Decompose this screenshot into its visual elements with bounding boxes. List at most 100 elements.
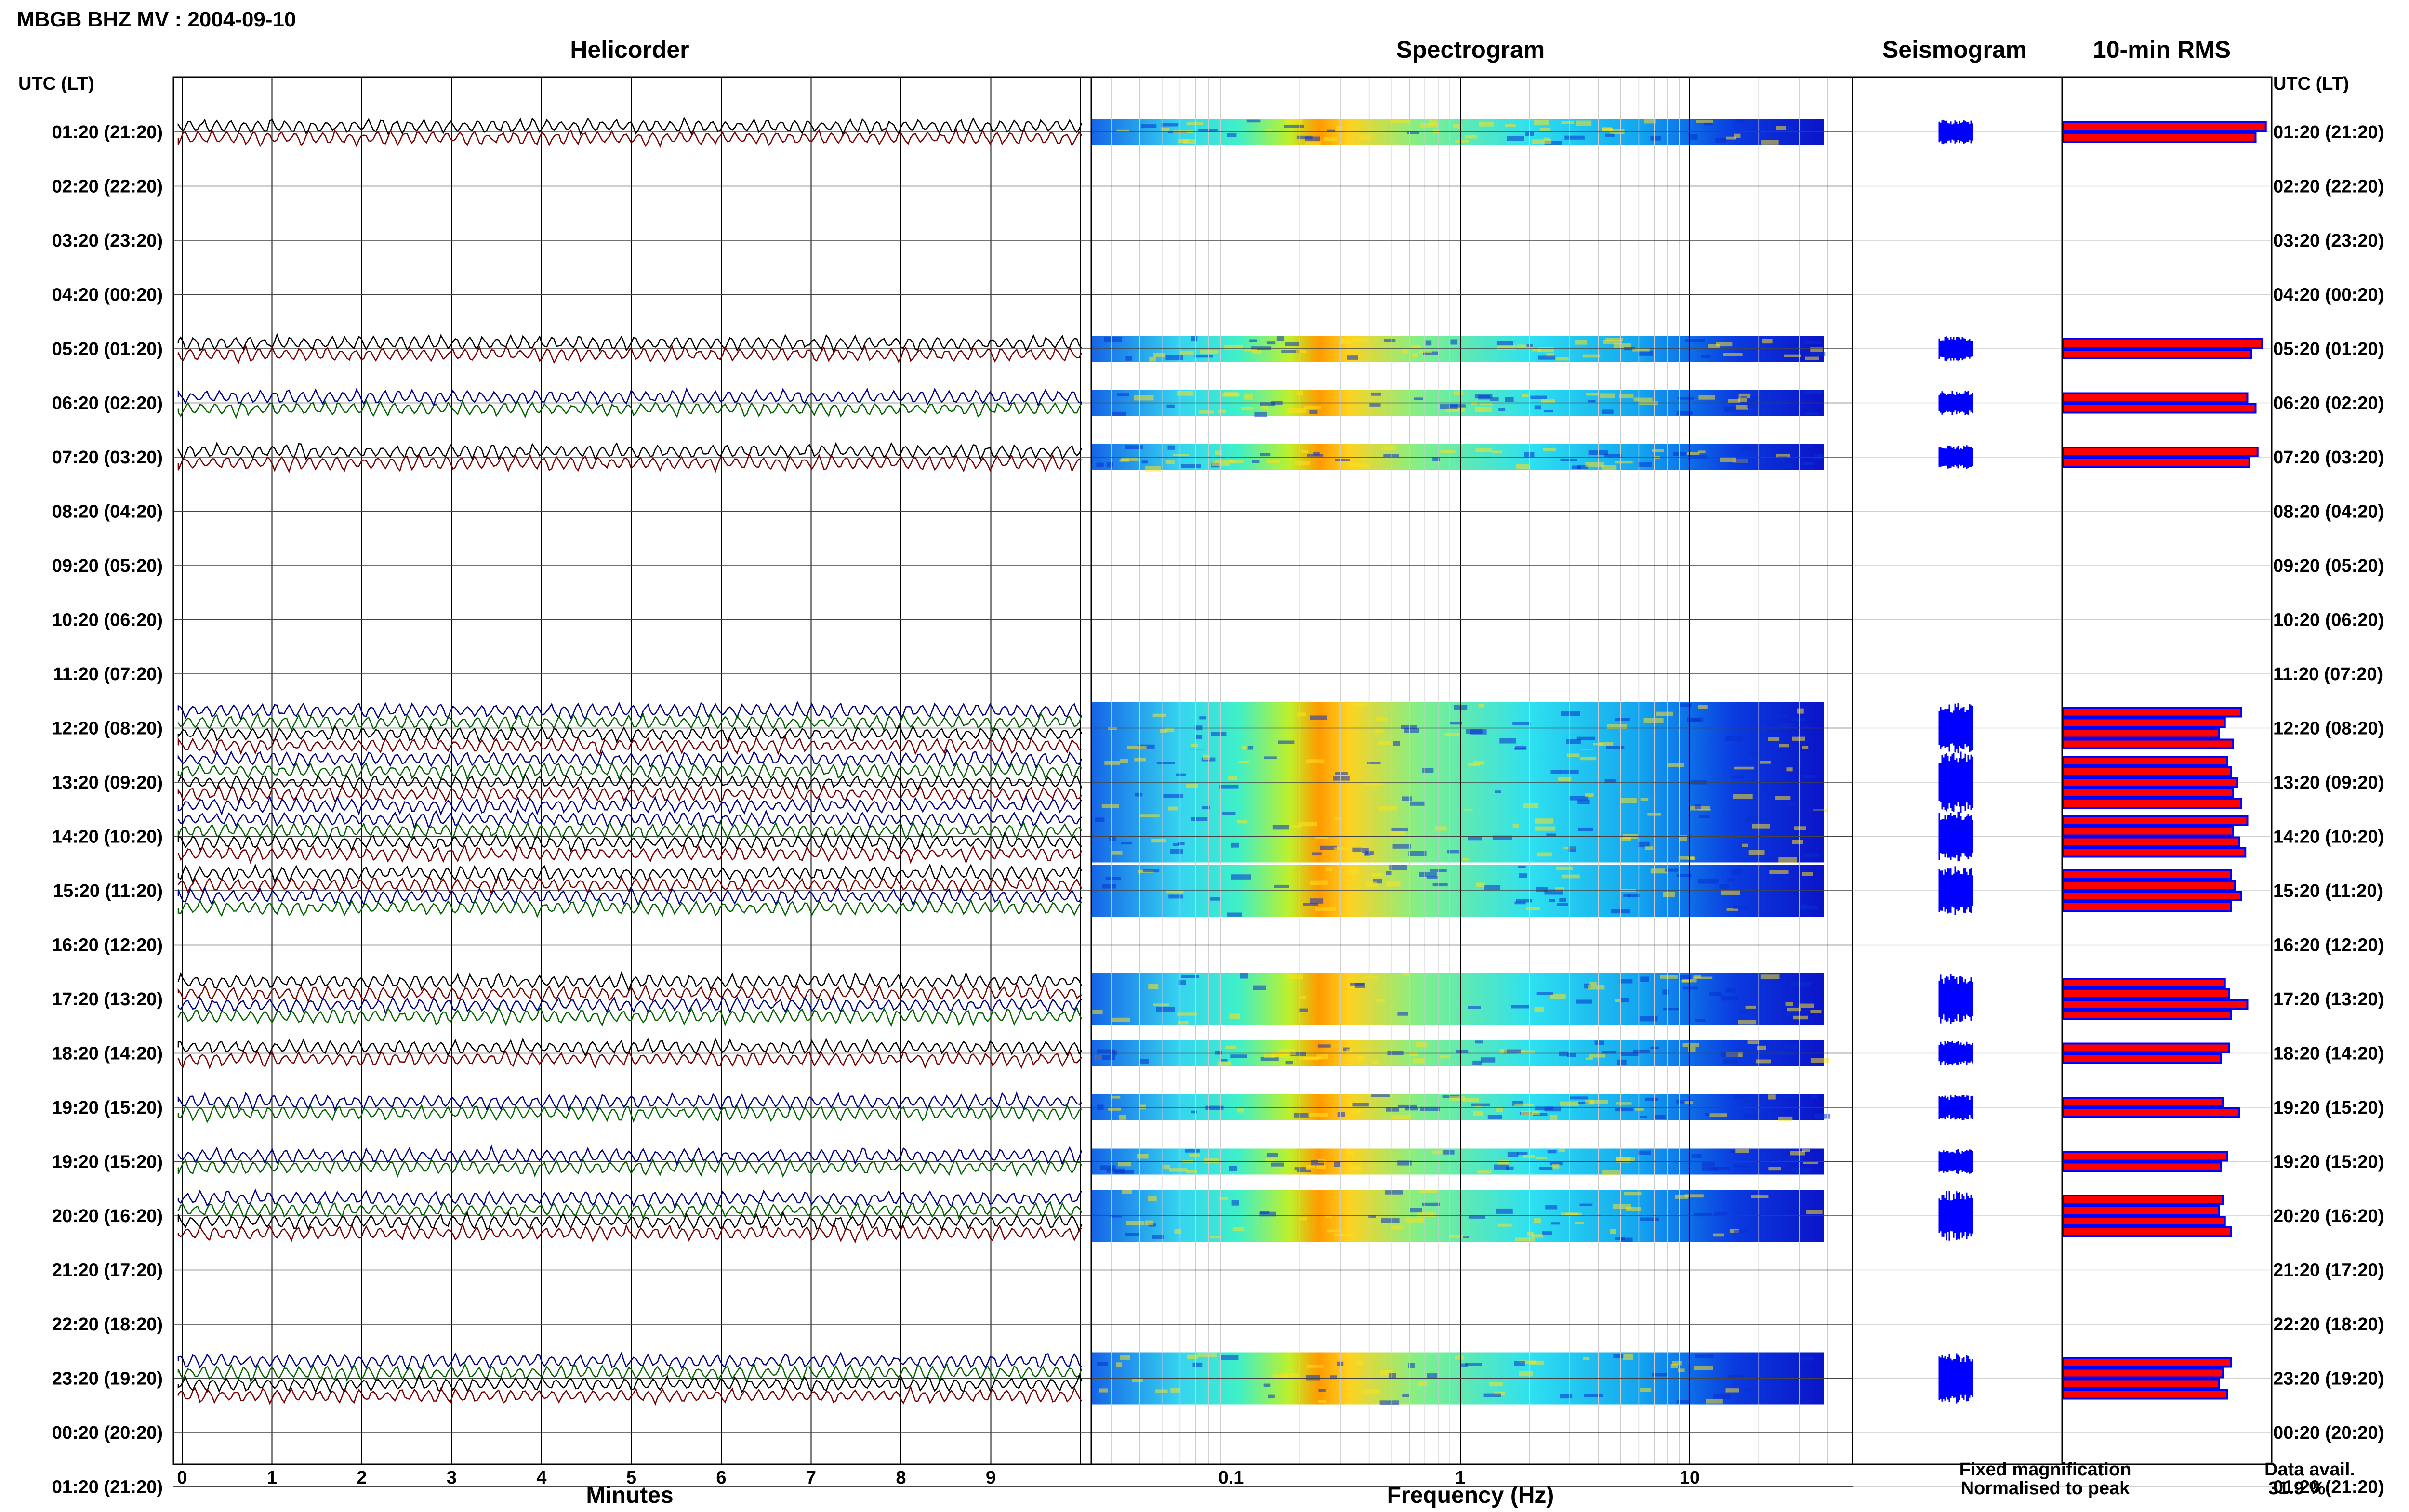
spectrogram-speckle bbox=[1663, 1008, 1679, 1011]
spectrogram-speckle bbox=[1768, 1154, 1782, 1157]
spectrogram-speckle bbox=[1104, 761, 1120, 765]
rms-bar bbox=[2062, 457, 2250, 468]
spectrogram-speckle bbox=[1313, 452, 1320, 456]
spectrogram-speckle bbox=[1378, 741, 1391, 745]
spectrogram-speckle bbox=[1684, 1194, 1704, 1198]
spectrogram-speckle bbox=[1279, 1049, 1295, 1053]
spectrogram-speckle bbox=[1756, 1059, 1771, 1064]
spectrogram-speckle bbox=[1615, 461, 1633, 464]
spectrogram-speckle bbox=[1652, 1373, 1668, 1377]
spectrogram-speckle bbox=[1165, 355, 1183, 360]
spectrogram-speckle bbox=[1178, 980, 1186, 985]
spectrogram-speckle bbox=[1368, 1215, 1376, 1218]
spectrogram-speckle bbox=[1265, 1158, 1276, 1162]
spectrogram-speckle bbox=[1153, 1003, 1169, 1007]
rms-bar bbox=[2062, 738, 2234, 749]
spectrogram-speckle bbox=[1473, 1111, 1483, 1116]
spectrogram-speckle bbox=[1549, 899, 1556, 902]
spectrogram-speckle bbox=[1101, 804, 1119, 808]
spectrogram-speckle bbox=[1776, 126, 1786, 130]
spectrogram-speckle bbox=[1116, 393, 1129, 397]
spectrogram-speckle bbox=[1792, 736, 1805, 741]
spectrogram-speckle bbox=[1388, 1373, 1396, 1379]
rms-bars bbox=[2062, 121, 2267, 1400]
row-label-right: 01:20 (21:20) bbox=[2273, 1477, 2384, 1498]
spectrogram-speckle bbox=[1620, 1052, 1639, 1056]
rms-bar bbox=[2062, 999, 2249, 1010]
spectrogram-speckle bbox=[1805, 412, 1818, 415]
spectrogram-speckle bbox=[1165, 727, 1174, 733]
spectrogram-speckle bbox=[1594, 1040, 1604, 1045]
spectrogram-speckle bbox=[1800, 905, 1818, 910]
spectrogram-speckle bbox=[1526, 907, 1540, 910]
axis-ticks: 0 1 2 3 4 5 6 7 8 9 0.1 1 10 bbox=[177, 1458, 1700, 1488]
spectrogram-speckle bbox=[1197, 1353, 1217, 1357]
minute-tick-label: 6 bbox=[716, 1468, 726, 1488]
spectrogram-speckle bbox=[1639, 351, 1653, 356]
spectrogram-speckle bbox=[1097, 1049, 1115, 1054]
spectrogram-speckle bbox=[1517, 1050, 1535, 1054]
spectrogram-speckle bbox=[1538, 355, 1556, 360]
row-label-left: 02:20 (22:20) bbox=[52, 177, 163, 197]
spectrogram-speckle bbox=[1561, 711, 1580, 716]
legend-normalised-to-peak: Normalised to peak bbox=[1961, 1478, 2130, 1499]
spectrogram-speckle bbox=[1419, 350, 1432, 353]
rms-bar bbox=[2062, 349, 2252, 359]
spectrogram-speckle bbox=[1751, 1195, 1769, 1198]
spectrogram-speckle bbox=[1701, 355, 1711, 358]
spectrogram-speckle bbox=[1148, 1196, 1157, 1201]
row-label-left: 19:20 (15:20) bbox=[52, 1098, 163, 1118]
spectrogram-speckle bbox=[1783, 1157, 1803, 1163]
rms-bar bbox=[2062, 880, 2236, 891]
panel-frames bbox=[172, 76, 2273, 1465]
spectrogram-speckle bbox=[1585, 462, 1604, 467]
spectrogram-speckle bbox=[1544, 141, 1562, 145]
helicorder-trace bbox=[177, 1157, 1083, 1178]
spectrogram-speckle bbox=[1252, 460, 1260, 463]
spectrogram-speckle bbox=[1467, 762, 1481, 767]
spectrogram-speckle bbox=[1505, 397, 1514, 402]
spectrogram-speckle bbox=[1363, 975, 1378, 979]
spectrogram-speckle bbox=[1167, 445, 1175, 450]
spectrogram-speckle bbox=[1578, 1102, 1589, 1104]
spectrogram-speckle bbox=[1310, 898, 1324, 904]
spectrogram-speckle bbox=[1769, 870, 1789, 874]
spectrogram-speckle bbox=[1111, 411, 1126, 416]
helicorder-trace bbox=[177, 344, 1083, 364]
spectrogram-speckle bbox=[1287, 974, 1303, 979]
spectrogram-speckle bbox=[1246, 746, 1254, 751]
spectrogram-speckle bbox=[1546, 352, 1554, 357]
spectrogram-speckle bbox=[1181, 464, 1201, 468]
panel-frame bbox=[2061, 76, 2273, 1465]
spectrogram-speckle bbox=[1550, 994, 1566, 999]
spectrogram-speckle bbox=[1742, 843, 1748, 847]
spectrogram-speckle bbox=[1786, 1095, 1797, 1099]
spectrogram-speckle bbox=[1679, 975, 1691, 980]
spectrogram-speckle bbox=[1566, 753, 1580, 757]
spectrogram-speckle bbox=[1409, 801, 1425, 806]
spectrogram-speckle bbox=[1746, 816, 1753, 819]
helicorder-trace bbox=[177, 898, 1083, 919]
row-label-right: 22:20 (18:20) bbox=[2273, 1315, 2384, 1335]
spectrogram-speckle bbox=[1219, 1196, 1229, 1200]
row-label-left: 13:20 (09:20) bbox=[52, 773, 163, 793]
row-label-left: 07:20 (03:20) bbox=[52, 447, 163, 468]
seismogram-layer bbox=[1938, 119, 1973, 1404]
spectrogram-speckle bbox=[1802, 1149, 1810, 1152]
spectrogram-speckle bbox=[1186, 1170, 1198, 1173]
spectrogram-speckle bbox=[1237, 1108, 1244, 1113]
spectrogram-speckle bbox=[1735, 119, 1745, 124]
spectrogram-speckle bbox=[1550, 770, 1561, 774]
helicorder-trace bbox=[177, 1091, 1082, 1112]
spectrogram-speckle bbox=[1733, 906, 1747, 909]
row-labels: 01:20 (21:20) 01:20 (21:20) 02:20 (22:20) 0… bbox=[52, 122, 2384, 1498]
spectrogram-speckle bbox=[1676, 411, 1693, 416]
row-label-right: 19:20 (15:20) bbox=[2273, 1098, 2384, 1118]
rms-bar bbox=[2062, 777, 2238, 788]
spectrogram-speckle bbox=[1260, 1211, 1270, 1214]
spectrogram-speckle bbox=[1251, 346, 1272, 350]
spectrogram-speckle bbox=[1680, 703, 1692, 708]
spectrogram-speckle bbox=[1105, 877, 1121, 880]
spectrogram-speckle bbox=[1132, 1379, 1143, 1382]
spectrogram-speckle bbox=[1311, 1160, 1324, 1166]
